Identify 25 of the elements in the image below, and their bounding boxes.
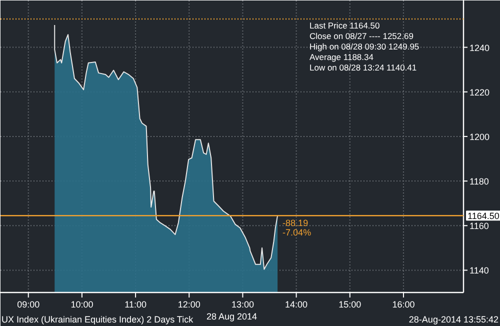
text: 28-Aug-2014 13:55:42 bbox=[408, 314, 499, 324]
annotation: -88.19 bbox=[282, 218, 308, 228]
text: UX Index (Ukrainian Equities Index) 2 Days Tick bbox=[2, 314, 194, 324]
x-tick-label: 13:00 bbox=[231, 300, 254, 310]
y-tick-label: 1240 bbox=[470, 42, 490, 53]
x-tick-label: 12:00 bbox=[178, 300, 200, 310]
x-tick-label: 10:00 bbox=[70, 300, 94, 310]
annotation: Last Price 1164.50 bbox=[310, 20, 380, 30]
annotation: High on 08/28 09:30 1249.95 bbox=[310, 42, 420, 52]
annotation: Low on 08/28 13:24 1140.41 bbox=[310, 62, 417, 72]
x-tick-label: 09:00 bbox=[17, 300, 40, 310]
x-tick-label: 15:00 bbox=[338, 300, 362, 310]
y-tick-label: 1140 bbox=[470, 266, 489, 276]
y-tick-label: 1220 bbox=[470, 87, 490, 98]
y-tick-label: 1160 bbox=[470, 221, 489, 232]
y-tick-label: 1180 bbox=[470, 176, 489, 187]
x-tick-label: 14:00 bbox=[285, 300, 308, 310]
ref-line-label: 1164.50 bbox=[468, 211, 500, 222]
annotation: -7.04% bbox=[282, 228, 312, 238]
annotation: Average 1188.34 bbox=[310, 52, 374, 62]
annotation: Close on 08/27 ---- 1252.69 bbox=[310, 31, 414, 41]
y-tick-label: 1200 bbox=[470, 132, 490, 142]
x-tick-label: 11:00 bbox=[124, 300, 146, 310]
x-axis-title: 28 Aug 2014 bbox=[206, 312, 258, 322]
x-tick-label: 16:00 bbox=[392, 300, 415, 310]
